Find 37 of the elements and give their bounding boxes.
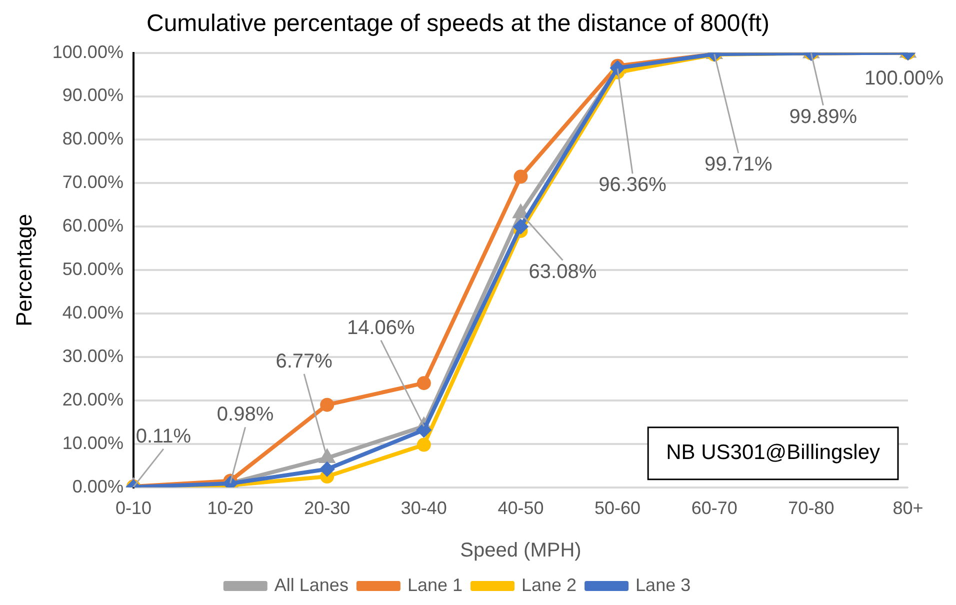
legend-label: All Lanes bbox=[274, 574, 348, 595]
x-tick-label: 20-30 bbox=[304, 498, 350, 518]
legend-label: Lane 3 bbox=[636, 574, 691, 595]
y-tick-label: 80.00% bbox=[62, 128, 124, 149]
legend-label: Lane 2 bbox=[521, 574, 577, 595]
y-tick-label: 30.00% bbox=[62, 346, 124, 366]
data-label: 99.71% bbox=[704, 154, 772, 176]
x-tick-label: 80+ bbox=[892, 498, 924, 518]
data-label: 0.11% bbox=[136, 425, 192, 448]
chart-title: Cumulative percentage of speeds at the distance of 800(ft) bbox=[146, 10, 770, 38]
data-label: 96.36% bbox=[598, 174, 667, 196]
data-label: 100.00% bbox=[864, 67, 944, 90]
y-tick-label: 100.00% bbox=[52, 42, 124, 62]
y-tick-label: 60.00% bbox=[62, 216, 124, 236]
x-tick-label: 60-70 bbox=[691, 498, 738, 518]
x-tick-label: 50-60 bbox=[594, 498, 641, 518]
y-axis-title: Percentage bbox=[11, 214, 36, 326]
data-label: 6.77% bbox=[276, 350, 333, 372]
x-axis-title: Speed (MPH) bbox=[460, 540, 582, 562]
y-tick-label: 70.00% bbox=[62, 172, 124, 192]
y-tick-label: 40.00% bbox=[62, 302, 124, 323]
y-tick-label: 10.00% bbox=[62, 432, 124, 453]
y-tick-label: 20.00% bbox=[62, 389, 124, 410]
x-tick-label: 40-50 bbox=[498, 498, 544, 518]
data-label: 99.89% bbox=[789, 106, 858, 128]
y-tick-label: 50.00% bbox=[62, 259, 124, 280]
x-tick-label: 10-20 bbox=[207, 498, 254, 518]
x-tick-label: 30-40 bbox=[400, 498, 447, 518]
y-tick-label: 0.00% bbox=[72, 476, 124, 496]
x-tick-label: 70-80 bbox=[788, 498, 834, 518]
x-tick-label: 0-10 bbox=[115, 498, 152, 518]
data-label: 14.06% bbox=[346, 316, 416, 339]
data-label: 0.98% bbox=[216, 404, 274, 426]
annotation: NB US301@Billingsley bbox=[666, 441, 880, 464]
y-tick-label: 90.00% bbox=[62, 85, 124, 106]
data-label: 63.08% bbox=[528, 260, 597, 283]
legend-label: Lane 1 bbox=[407, 574, 463, 595]
